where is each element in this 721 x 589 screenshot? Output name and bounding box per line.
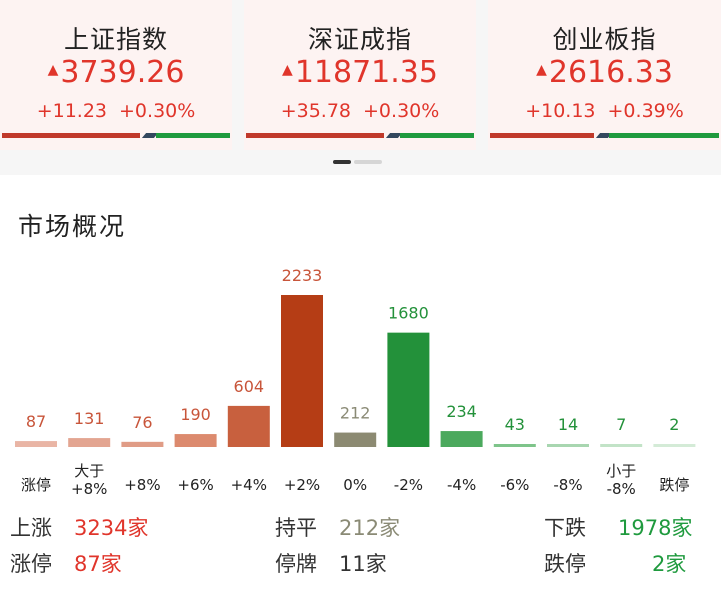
bar-value-label: 212 xyxy=(340,404,371,423)
stat-up: 上涨 3234家 xyxy=(10,516,149,540)
index-name: 上证指数 xyxy=(63,25,168,54)
bar-12 xyxy=(653,444,696,447)
up-arrow-icon: ▲ xyxy=(47,62,59,78)
bar-5 xyxy=(281,295,323,447)
category-label: 涨停 xyxy=(21,476,51,494)
bar-2 xyxy=(121,441,164,447)
category-label: -2% xyxy=(394,476,423,494)
category-label: 跌停 xyxy=(659,476,689,494)
bar-1 xyxy=(68,438,111,447)
advance-decline-bar xyxy=(2,133,230,138)
index-change: +11.23 +0.30% xyxy=(36,100,196,122)
advance-decline-bar xyxy=(490,133,719,138)
category-label: 0% xyxy=(343,476,367,494)
stat-flat: 持平 212家 xyxy=(275,516,401,540)
category-label: +2% xyxy=(284,476,320,494)
index-card-cyb[interactable]: 创业板指 ▲2616.33 +10.13 +0.39% xyxy=(488,0,721,150)
stat-limit-down: 跌停 2家 xyxy=(544,552,687,576)
bar-value-label: 2233 xyxy=(282,266,323,285)
index-change: +10.13 +0.39% xyxy=(525,100,684,122)
market-distribution-chart: 87 涨停 131 大于+8% 76 +8% 190 +6% 604 +4% 2233 +2% 212 0… xyxy=(15,266,696,498)
bar-11 xyxy=(600,444,643,447)
bar-value-label: 131 xyxy=(74,409,105,428)
up-arrow-icon: ▲ xyxy=(536,62,547,78)
index-cards: 上证指数 ▲3739.26 +11.23 +0.30% 深证成指 ▲11871.3… xyxy=(0,0,721,175)
bar-value-label: 1680 xyxy=(388,304,429,323)
category-label: -6% xyxy=(500,476,529,494)
stat-limit-up: 涨停 87家 xyxy=(10,552,122,576)
up-arrow-icon: ▲ xyxy=(282,62,293,78)
market-stats: 上涨 3234家 持平 212家 下跌 1978家 涨停 87家 停牌 11家 跌停 2家 xyxy=(0,508,721,588)
bar-value-label: 7 xyxy=(616,415,626,434)
bar-8 xyxy=(440,431,483,447)
bar-value-label: 190 xyxy=(180,405,211,424)
category-label: 大于+8% xyxy=(71,462,107,498)
index-price: ▲3739.26 xyxy=(47,55,185,90)
section-title: 市场概况 xyxy=(18,212,127,241)
bar-value-label: 43 xyxy=(505,415,525,434)
index-card-sz[interactable]: 深证成指 ▲11871.35 +35.78 +0.30% xyxy=(244,0,476,150)
bar-0 xyxy=(15,441,57,447)
bar-value-label: 604 xyxy=(234,377,265,396)
index-change: +35.78 +0.30% xyxy=(280,100,440,122)
bar-value-label: 76 xyxy=(132,413,152,432)
bar-value-label: 234 xyxy=(446,402,477,421)
index-price: ▲11871.35 xyxy=(282,55,438,90)
index-price: ▲2616.33 xyxy=(536,55,673,90)
advance-decline-bar xyxy=(246,133,474,138)
stat-suspended: 停牌 11家 xyxy=(275,552,387,576)
category-label: -4% xyxy=(447,476,476,494)
carousel-dot-active[interactable] xyxy=(333,160,351,164)
bar-4 xyxy=(227,405,270,447)
index-name: 深证成指 xyxy=(307,25,412,54)
bar-6 xyxy=(334,432,377,447)
bar-value-label: 87 xyxy=(26,412,46,431)
category-label: 小于-8% xyxy=(606,462,636,498)
bar-value-label: 14 xyxy=(558,415,578,434)
bar-value-label: 2 xyxy=(669,415,679,434)
category-label: +8% xyxy=(124,476,160,494)
stat-down: 下跌 1978家 xyxy=(544,516,693,540)
category-label: -8% xyxy=(553,476,582,494)
carousel-dot[interactable] xyxy=(354,160,382,164)
category-label: +4% xyxy=(231,476,267,494)
bar-7 xyxy=(387,332,430,447)
bar-3 xyxy=(174,434,217,447)
bar-9 xyxy=(493,444,536,447)
category-label: +6% xyxy=(177,476,213,494)
bar-10 xyxy=(547,444,589,447)
index-name: 创业板指 xyxy=(552,25,657,54)
index-card-sh[interactable]: 上证指数 ▲3739.26 +11.23 +0.30% xyxy=(0,0,232,150)
